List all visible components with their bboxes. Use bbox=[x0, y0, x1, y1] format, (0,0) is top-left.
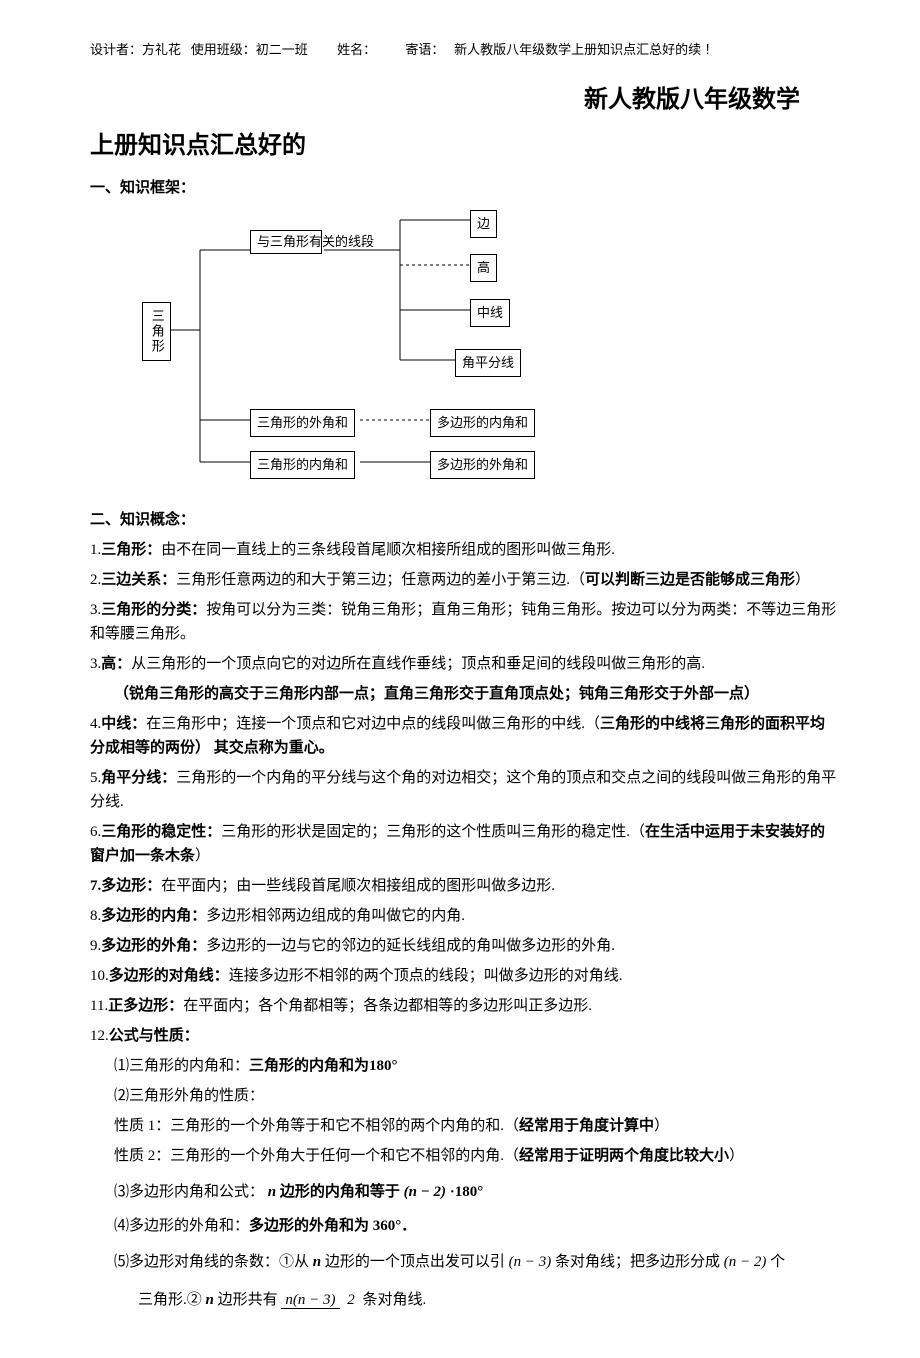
prop-1: ⑴三角形的内角和：三角形的内角和为180° bbox=[90, 1054, 840, 1078]
page-header: 设计者：方礼花 使用班级：初二一班 姓名： 寄语： 新人教版八年级数学上册知识点… bbox=[90, 40, 840, 61]
item-1: 1.三角形：由不在同一直线上的三条线段首尾顺次相接所组成的图形叫做三角形. bbox=[90, 538, 840, 562]
tree-row3b: 多边形的外角和 bbox=[430, 451, 535, 480]
prop-4: ⑷多边形的外角和：多边形的外角和为 360°． bbox=[90, 1214, 840, 1238]
content-body: 1.三角形：由不在同一直线上的三条线段首尾顺次相接所组成的图形叫做三角形. 2.… bbox=[90, 538, 840, 1313]
prop-2a: 性质 1：三角形的一个外角等于和它不相邻的两个内角的和.（经常用于角度计算中） bbox=[90, 1114, 840, 1138]
tree-group1: 与三角形有关的线段 bbox=[250, 230, 322, 255]
prop-5a: ⑸多边形对角线的条数：①从 n 边形的一个顶点出发可以引 (n − 3) 条对角… bbox=[90, 1250, 840, 1274]
tree-leaf-bisector: 角平分线 bbox=[455, 349, 521, 378]
fraction: n(n − 3) 2 bbox=[281, 1288, 358, 1312]
tree-root: 三角形 bbox=[142, 302, 171, 361]
name-label: 姓名： bbox=[337, 42, 376, 57]
item-2: 2.三边关系：三角形任意两边的和大于第三边；任意两边的差小于第三边.（可以判断三… bbox=[90, 568, 840, 592]
prop-5b: 三角形.② n 边形共有 n(n − 3) 2 条对角线. bbox=[90, 1288, 840, 1313]
class: 初二一班 bbox=[256, 42, 308, 57]
item-7: 7.多边形：在平面内；由一些线段首尾顺次相接组成的图形叫做多边形. bbox=[90, 874, 840, 898]
tree-row2a: 三角形的外角和 bbox=[250, 409, 355, 438]
tree-row3a: 三角形的内角和 bbox=[250, 451, 355, 480]
item-11: 11.正多边形：在平面内；各个角都相等；各条边都相等的多边形叫正多边形. bbox=[90, 994, 840, 1018]
item-9: 9.多边形的外角：多边形的一边与它的邻边的延长线组成的角叫做多边形的外角. bbox=[90, 934, 840, 958]
class-label: 使用班级： bbox=[191, 42, 256, 57]
item-8: 8.多边形的内角：多边形相邻两边组成的角叫做它的内角. bbox=[90, 904, 840, 928]
item-3note: （锐角三角形的高交于三角形内部一点；直角三角形交于直角顶点处；钝角三角形交于外部… bbox=[90, 682, 840, 706]
item-3a: 3.三角形的分类：按角可以分为三类：锐角三角形；直角三角形；钝角三角形。按边可以… bbox=[90, 598, 840, 646]
item-3b: 3.高：从三角形的一个顶点向它的对边所在直线作垂线；顶点和垂足间的线段叫做三角形… bbox=[90, 652, 840, 676]
prop-2: ⑵三角形外角的性质： bbox=[90, 1084, 840, 1108]
doc-subtitle: 上册知识点汇总好的 bbox=[90, 127, 840, 165]
designer-label: 设计者： bbox=[90, 42, 142, 57]
prop-3: ⑶多边形内角和公式： n 边形的内角和等于 (n − 2) ·180° bbox=[90, 1180, 840, 1204]
tree-row2b: 多边形的内角和 bbox=[430, 409, 535, 438]
tree-diagram: 三角形 与三角形有关的线段 边 高 中线 角平分线 三角形的外角和 多边形的内角… bbox=[140, 210, 580, 490]
tree-leaf-median: 中线 bbox=[470, 299, 510, 328]
section1-head: 一、知识框架： bbox=[90, 176, 840, 200]
motto: 新人教版八年级数学上册知识点汇总好的续 ！ bbox=[454, 42, 717, 57]
doc-title: 新人教版八年级数学 bbox=[90, 81, 840, 119]
prop-2b: 性质 2：三角形的一个外角大于任何一个和它不相邻的内角.（经常用于证明两个角度比… bbox=[90, 1144, 840, 1168]
tree-leaf-edge: 边 bbox=[470, 210, 497, 239]
section2-head: 二、知识概念： bbox=[90, 508, 840, 532]
tree-leaf-height: 高 bbox=[470, 254, 497, 283]
designer: 方礼花 bbox=[142, 42, 181, 57]
item-5: 5.角平分线：三角形的一个内角的平分线与这个角的对边相交；这个角的顶点和交点之间… bbox=[90, 766, 840, 814]
item-4: 4.中线：在三角形中；连接一个顶点和它对边中点的线段叫做三角形的中线.（三角形的… bbox=[90, 712, 840, 760]
item-12: 12.公式与性质： bbox=[90, 1024, 840, 1048]
motto-label: 寄语： bbox=[405, 42, 444, 57]
item-10: 10.多边形的对角线：连接多边形不相邻的两个顶点的线段；叫做多边形的对角线. bbox=[90, 964, 840, 988]
item-6: 6.三角形的稳定性：三角形的形状是固定的；三角形的这个性质叫三角形的稳定性.（在… bbox=[90, 820, 840, 868]
